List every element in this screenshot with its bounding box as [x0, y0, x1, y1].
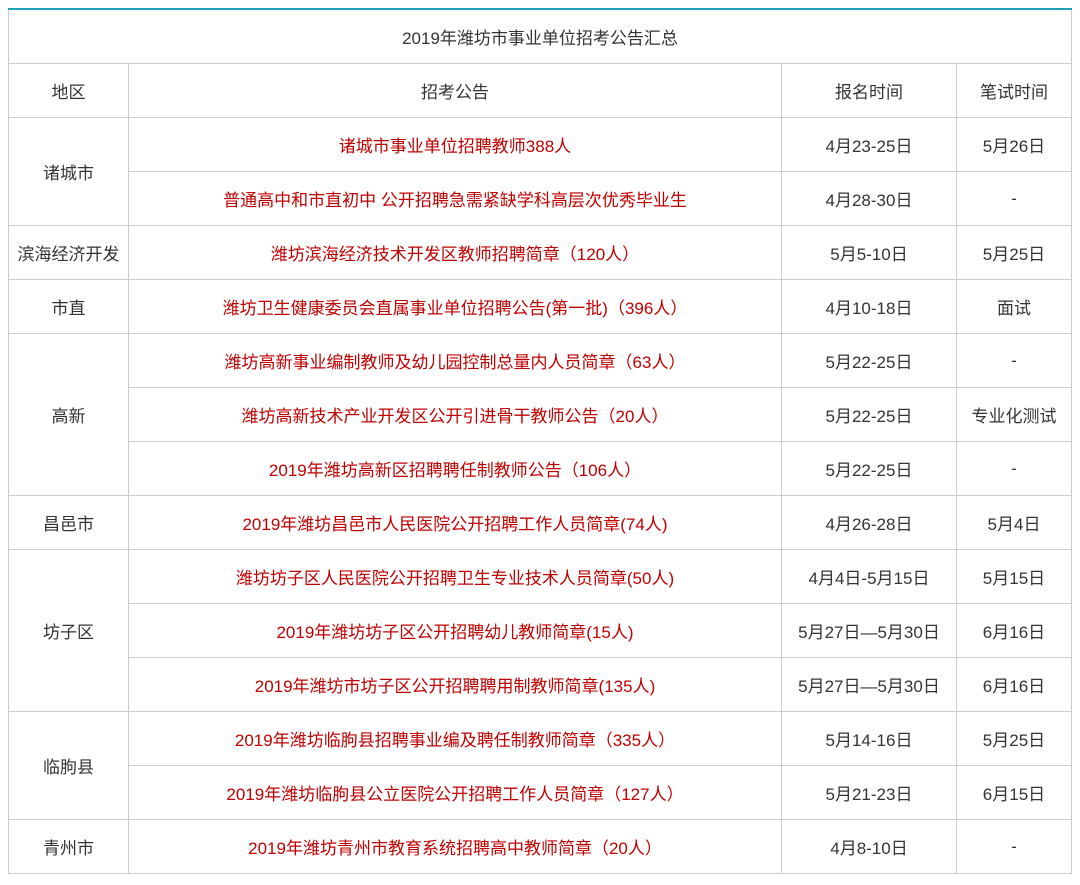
exam-time-cell: 面试 [956, 280, 1071, 334]
exam-time-cell: 6月16日 [956, 658, 1071, 712]
signup-time-cell: 4月26-28日 [781, 496, 956, 550]
signup-time-cell: 4月10-18日 [781, 280, 956, 334]
table-row: 诸城市诸城市事业单位招聘教师388人4月23-25日5月26日 [9, 118, 1072, 172]
header-row: 地区 招考公告 报名时间 笔试时间 [9, 64, 1072, 118]
signup-time-cell: 5月22-25日 [781, 334, 956, 388]
exam-time-cell: 5月25日 [956, 712, 1071, 766]
announcement-link[interactable]: 2019年潍坊临朐县招聘事业编及聘任制教师简章（335人） [129, 712, 782, 766]
announcement-link[interactable]: 潍坊卫生健康委员会直属事业单位招聘公告(第一批)（396人） [129, 280, 782, 334]
exam-time-cell: 5月26日 [956, 118, 1071, 172]
region-cell: 临朐县 [9, 712, 129, 820]
table-row: 昌邑市2019年潍坊昌邑市人民医院公开招聘工作人员简章(74人)4月26-28日… [9, 496, 1072, 550]
announcement-link[interactable]: 潍坊坊子区人民医院公开招聘卫生专业技术人员简章(50人) [129, 550, 782, 604]
announcement-link[interactable]: 潍坊高新事业编制教师及幼儿园控制总量内人员简章（63人） [129, 334, 782, 388]
table-row: 临朐县2019年潍坊临朐县招聘事业编及聘任制教师简章（335人）5月14-16日… [9, 712, 1072, 766]
announcement-link[interactable]: 潍坊高新技术产业开发区公开引进骨干教师公告（20人） [129, 388, 782, 442]
announcement-link[interactable]: 2019年潍坊临朐县公立医院公开招聘工作人员简章（127人） [129, 766, 782, 820]
signup-time-cell: 4月28-30日 [781, 172, 956, 226]
signup-time-cell: 4月4日-5月15日 [781, 550, 956, 604]
announcement-link[interactable]: 潍坊滨海经济技术开发区教师招聘简章（120人） [129, 226, 782, 280]
region-cell: 高新 [9, 334, 129, 496]
region-cell: 诸城市 [9, 118, 129, 226]
header-region: 地区 [9, 64, 129, 118]
exam-time-cell: 5月15日 [956, 550, 1071, 604]
signup-time-cell: 5月27日—5月30日 [781, 604, 956, 658]
table-row: 2019年潍坊坊子区公开招聘幼儿教师简章(15人)5月27日—5月30日6月16… [9, 604, 1072, 658]
title-row: 2019年潍坊市事业单位招考公告汇总 [9, 9, 1072, 64]
exam-time-cell: - [956, 820, 1071, 874]
announcement-link[interactable]: 2019年潍坊昌邑市人民医院公开招聘工作人员简章(74人) [129, 496, 782, 550]
table-title: 2019年潍坊市事业单位招考公告汇总 [9, 9, 1072, 64]
exam-time-cell: 6月16日 [956, 604, 1071, 658]
exam-time-cell: - [956, 334, 1071, 388]
exam-time-cell: - [956, 442, 1071, 496]
signup-time-cell: 5月27日—5月30日 [781, 658, 956, 712]
signup-time-cell: 5月22-25日 [781, 442, 956, 496]
exam-time-cell: - [956, 172, 1071, 226]
signup-time-cell: 5月21-23日 [781, 766, 956, 820]
exam-time-cell: 5月25日 [956, 226, 1071, 280]
signup-time-cell: 5月5-10日 [781, 226, 956, 280]
region-cell: 市直 [9, 280, 129, 334]
table-row: 滨海经济开发潍坊滨海经济技术开发区教师招聘简章（120人）5月5-10日5月25… [9, 226, 1072, 280]
table-row: 高新潍坊高新事业编制教师及幼儿园控制总量内人员简章（63人）5月22-25日- [9, 334, 1072, 388]
region-cell: 坊子区 [9, 550, 129, 712]
table-row: 2019年潍坊高新区招聘聘任制教师公告（106人）5月22-25日- [9, 442, 1072, 496]
exam-time-cell: 5月4日 [956, 496, 1071, 550]
region-cell: 青州市 [9, 820, 129, 874]
signup-time-cell: 5月22-25日 [781, 388, 956, 442]
header-announcement: 招考公告 [129, 64, 782, 118]
header-signup-time: 报名时间 [781, 64, 956, 118]
table-row: 青州市2019年潍坊青州市教育系统招聘高中教师简章（20人）4月8-10日- [9, 820, 1072, 874]
exam-time-cell: 6月15日 [956, 766, 1071, 820]
region-cell: 昌邑市 [9, 496, 129, 550]
table-row: 2019年潍坊市坊子区公开招聘聘用制教师简章(135人)5月27日—5月30日6… [9, 658, 1072, 712]
announcement-link[interactable]: 诸城市事业单位招聘教师388人 [129, 118, 782, 172]
header-exam-time: 笔试时间 [956, 64, 1071, 118]
announcement-link[interactable]: 2019年潍坊高新区招聘聘任制教师公告（106人） [129, 442, 782, 496]
table-body: 2019年潍坊市事业单位招考公告汇总 地区 招考公告 报名时间 笔试时间 诸城市… [9, 9, 1072, 874]
table-row: 坊子区潍坊坊子区人民医院公开招聘卫生专业技术人员简章(50人)4月4日-5月15… [9, 550, 1072, 604]
announcement-link[interactable]: 2019年潍坊市坊子区公开招聘聘用制教师简章(135人) [129, 658, 782, 712]
announcement-link[interactable]: 普通高中和市直初中 公开招聘急需紧缺学科高层次优秀毕业生 [129, 172, 782, 226]
signup-time-cell: 5月14-16日 [781, 712, 956, 766]
announcement-link[interactable]: 2019年潍坊青州市教育系统招聘高中教师简章（20人） [129, 820, 782, 874]
exam-time-cell: 专业化测试 [956, 388, 1071, 442]
table-row: 潍坊高新技术产业开发区公开引进骨干教师公告（20人）5月22-25日专业化测试 [9, 388, 1072, 442]
region-cell: 滨海经济开发 [9, 226, 129, 280]
recruitment-summary-table: 2019年潍坊市事业单位招考公告汇总 地区 招考公告 报名时间 笔试时间 诸城市… [8, 8, 1072, 874]
signup-time-cell: 4月23-25日 [781, 118, 956, 172]
announcement-link[interactable]: 2019年潍坊坊子区公开招聘幼儿教师简章(15人) [129, 604, 782, 658]
table-row: 普通高中和市直初中 公开招聘急需紧缺学科高层次优秀毕业生4月28-30日- [9, 172, 1072, 226]
table-row: 市直潍坊卫生健康委员会直属事业单位招聘公告(第一批)（396人）4月10-18日… [9, 280, 1072, 334]
signup-time-cell: 4月8-10日 [781, 820, 956, 874]
table-row: 2019年潍坊临朐县公立医院公开招聘工作人员简章（127人）5月21-23日6月… [9, 766, 1072, 820]
